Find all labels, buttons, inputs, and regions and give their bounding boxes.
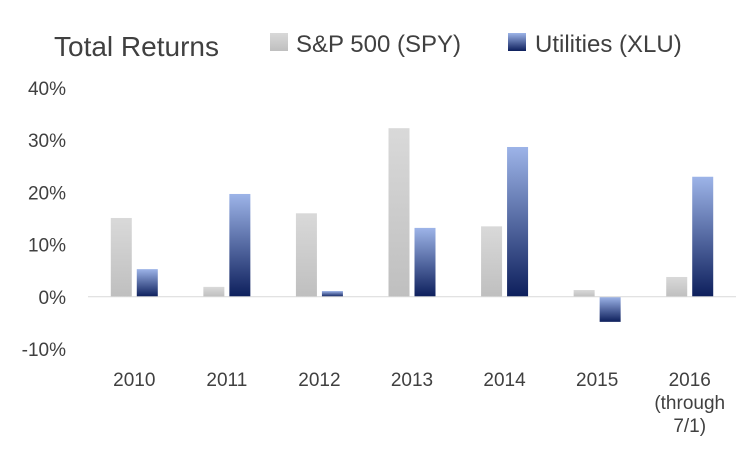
x-category-label: 2012 [298,370,340,391]
bar-spy-6 [666,276,688,297]
x-category-label: 2013 [391,370,433,391]
legend: S&P 500 (SPY) Utilities (XLU) [270,31,682,58]
bar-spy-1 [203,286,225,297]
y-tick-label: -10% [22,340,66,361]
legend-swatch-xlu [508,33,526,51]
bar-xlu-3 [414,227,436,297]
bar-spy-5 [573,290,595,297]
bar-xlu-4 [507,146,529,297]
bar-spy-2 [295,213,317,297]
y-axis: 40% 30% 20% 10% 0% -10% [22,79,66,361]
y-tick-label: 30% [28,131,66,152]
x-axis: 2010 2011 2012 2013 2014 2015 2016 (through 7/1) [113,370,725,437]
x-category-label: 2014 [483,370,526,391]
bar-spy-0 [110,217,132,297]
x-category-label: 2010 [113,370,155,391]
x-category-label: 2016 (through 7/1) [654,370,725,437]
bar-xlu-2 [321,291,343,297]
x-category-label: 2011 [206,370,247,391]
legend-label-spy: S&P 500 (SPY) [296,31,461,58]
y-tick-label: 20% [28,183,66,204]
bar-xlu-1 [229,193,251,297]
bar-xlu-0 [136,269,158,297]
bar-spy-4 [481,226,503,297]
bars [110,128,714,322]
legend-label-xlu: Utilities (XLU) [535,31,682,58]
y-tick-label: 0% [39,288,67,309]
bar-spy-3 [388,128,410,297]
bar-xlu-6 [692,176,714,297]
x-category-label: 2015 [576,370,618,391]
bar-xlu-5 [599,296,621,322]
y-tick-label: 40% [28,79,66,100]
y-tick-label: 10% [28,236,66,257]
chart-title: Total Returns [54,31,219,62]
legend-swatch-spy [270,33,288,51]
